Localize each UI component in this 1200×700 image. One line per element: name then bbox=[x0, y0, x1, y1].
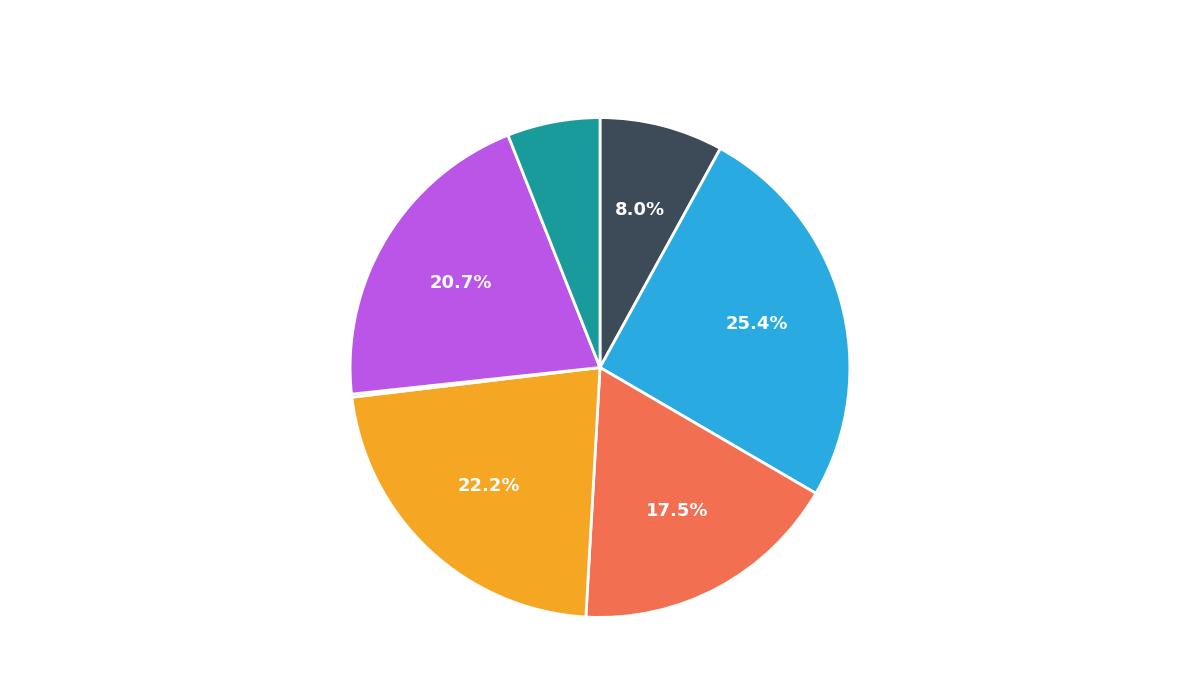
Wedge shape bbox=[600, 118, 720, 368]
Wedge shape bbox=[352, 368, 600, 617]
Text: 17.5%: 17.5% bbox=[646, 502, 708, 519]
Wedge shape bbox=[586, 368, 816, 617]
Text: 25.4%: 25.4% bbox=[725, 315, 787, 333]
Wedge shape bbox=[600, 148, 850, 494]
Wedge shape bbox=[352, 368, 600, 398]
Text: 8.0%: 8.0% bbox=[616, 201, 666, 219]
Text: 20.7%: 20.7% bbox=[430, 274, 492, 293]
Text: 22.2%: 22.2% bbox=[457, 477, 520, 495]
Wedge shape bbox=[350, 135, 600, 394]
Wedge shape bbox=[508, 118, 600, 368]
